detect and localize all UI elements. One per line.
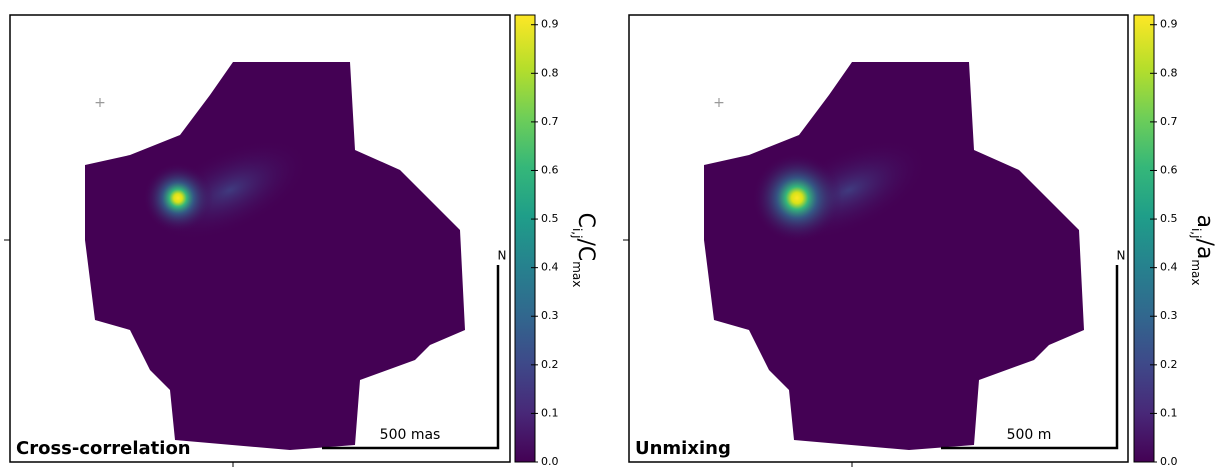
emission-peak — [143, 163, 213, 233]
emission-peak — [752, 153, 842, 243]
colorbar-tick-label: 0.7 — [1160, 115, 1178, 128]
colorbar-tick-label: 0.8 — [541, 66, 559, 79]
colorbar-tick-label: 0.9 — [1160, 18, 1178, 31]
reference-cross: + — [713, 95, 725, 111]
scale-bar-label: 500 mas — [380, 427, 441, 443]
panel-title: Unmixing — [635, 438, 731, 459]
frame — [628, 14, 1129, 463]
colorbar-label-part: /C — [573, 238, 598, 261]
colorbar-label-part: C — [573, 213, 598, 228]
colorbar-tick-label: 0.4 — [541, 261, 559, 274]
reference-cross: + — [94, 95, 106, 111]
colorbar-tick-label: 0.0 — [1160, 455, 1178, 467]
colorbar-tick-label: 0.2 — [541, 358, 559, 371]
colorbar-label-part: i,j — [1190, 228, 1204, 238]
colorbar — [514, 14, 536, 463]
field-of-view — [704, 62, 1084, 450]
colorbar-label-part: /a — [1192, 238, 1217, 259]
colorbar-label-part: max — [571, 261, 585, 287]
colorbar-label-part: i,j — [571, 228, 585, 238]
colorbar-label-part: max — [1190, 259, 1204, 285]
colorbar-tick-label: 0.1 — [541, 406, 559, 419]
field-of-view — [85, 62, 465, 450]
panel: +500 m N Unmixing 0.0 0.1 0.2 0.3 0.4 0.5 0.6 0.7 0… — [623, 14, 1218, 467]
colorbar-tick-label: 0.5 — [1160, 212, 1178, 225]
colorbar-label: ai,j/amax — [1190, 214, 1218, 285]
scale-bar-label: 500 m — [1007, 427, 1052, 443]
colorbar-tick-label: 0.6 — [1160, 163, 1178, 176]
colorbar-label: Ci,j/Cmax — [571, 213, 599, 288]
panel: +500 mas N Cross-correlation 0.0 0.1 0.2 0.3 0.… — [4, 14, 599, 467]
colorbar-tick-label: 0.8 — [1160, 66, 1178, 79]
scale-bar — [322, 265, 500, 450]
colorbar-tick-label: 0.1 — [1160, 406, 1178, 419]
colorbar-tick-label: 0.0 — [541, 455, 559, 467]
colorbar-tick-label: 0.3 — [541, 309, 559, 322]
frame — [9, 14, 511, 463]
colorbar-label-part: a — [1192, 214, 1217, 227]
colorbar-tick-label: 0.9 — [541, 18, 559, 31]
colorbar-tick-label: 0.7 — [541, 115, 559, 128]
colorbar-tick-label: 0.4 — [1160, 261, 1178, 274]
colorbar-tick-label: 0.5 — [541, 212, 559, 225]
north-label: N — [1117, 249, 1126, 263]
colorbar — [1133, 14, 1155, 463]
colorbar-tick-label: 0.2 — [1160, 358, 1178, 371]
colorbar-tick-label: 0.3 — [1160, 309, 1178, 322]
north-label: N — [498, 249, 507, 263]
colorbar-tick-label: 0.6 — [541, 163, 559, 176]
panel-title: Cross-correlation — [16, 438, 191, 459]
scale-bar — [941, 265, 1119, 450]
